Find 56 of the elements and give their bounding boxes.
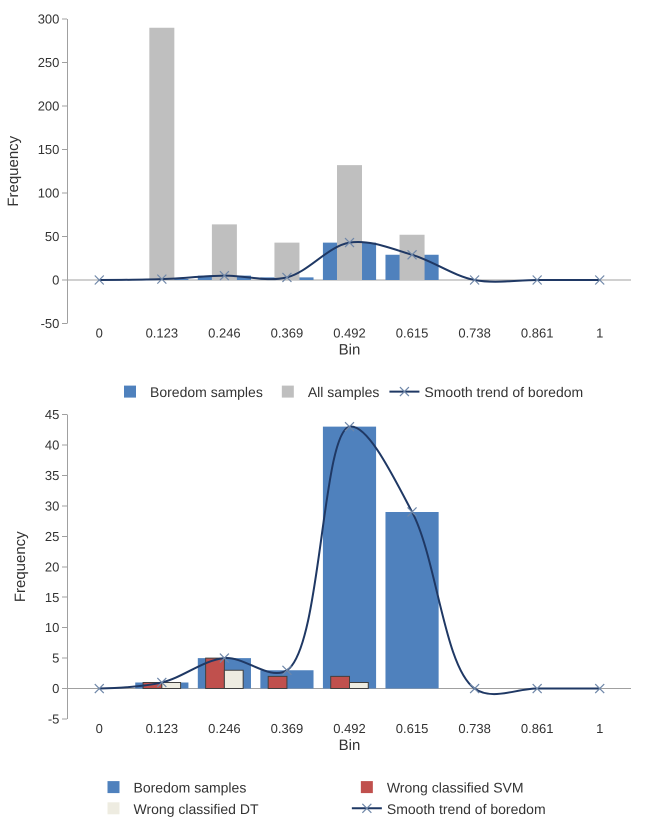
y-tick-label: 20 xyxy=(44,559,60,574)
x-tick-label: 0.615 xyxy=(396,721,428,736)
x-tick-label: 0 xyxy=(96,721,103,736)
legend-label: All samples xyxy=(308,384,380,400)
y-tick-label: 150 xyxy=(38,142,60,158)
x-tick-label: 0.738 xyxy=(458,721,491,736)
y-tick-label: 45 xyxy=(44,407,60,422)
y-tick-label: 30 xyxy=(44,498,60,514)
bar xyxy=(268,676,288,690)
legend-label: Boredom samples xyxy=(134,780,246,796)
x-tick-label: 0.246 xyxy=(208,721,241,736)
y-tick-label: 15 xyxy=(44,590,60,605)
legend-label: Wrong classified DT xyxy=(134,800,259,817)
x-tick-label: 0.861 xyxy=(520,326,554,340)
x-tick-label: 0.123 xyxy=(146,721,178,736)
x-tick-label: 0.369 xyxy=(270,326,304,340)
bar xyxy=(400,234,425,280)
x-tick-label: 0.738 xyxy=(458,326,491,340)
x-tick-label: 0.492 xyxy=(333,721,366,736)
y-tick-label: 300 xyxy=(38,12,60,27)
x-tick-label: 1 xyxy=(596,721,604,736)
y-tick-label: 50 xyxy=(44,229,60,244)
y-tick-label: 200 xyxy=(38,98,60,114)
y-tick-label: 0 xyxy=(52,681,60,696)
legend-label: Boredom samples xyxy=(150,384,263,400)
bar xyxy=(322,426,376,689)
x-tick-label: 0.369 xyxy=(270,721,304,736)
y-tick-label: 10 xyxy=(44,620,60,636)
y-tick-label: 0 xyxy=(52,272,60,288)
y-axis-title: Frequency xyxy=(4,135,22,207)
bar xyxy=(274,242,300,280)
x-tick-label: 0.123 xyxy=(146,326,178,340)
x-axis-title: Bin xyxy=(338,737,360,754)
bar xyxy=(336,165,362,280)
legend-label: Smooth trend of boredom xyxy=(386,800,546,817)
legend-label: Smooth trend of boredom xyxy=(424,384,584,400)
y-tick-label: -50 xyxy=(40,316,60,332)
x-tick-label: 0.246 xyxy=(208,326,241,340)
x-tick-label: 0.615 xyxy=(396,326,428,340)
x-tick-label: 0.492 xyxy=(333,326,366,340)
bar xyxy=(149,28,174,280)
y-tick-label: 100 xyxy=(38,186,60,201)
y-axis-title: Frequency xyxy=(12,530,30,602)
x-tick-label: 0.861 xyxy=(520,721,554,736)
y-tick-label: 40 xyxy=(44,438,60,452)
x-axis-title: Bin xyxy=(338,342,360,358)
legend-label: Wrong classified SVM xyxy=(386,780,524,796)
y-tick-label: -5 xyxy=(48,712,60,727)
y-tick-label: 35 xyxy=(44,468,60,483)
bar xyxy=(212,224,237,280)
x-tick-label: 1 xyxy=(596,326,604,340)
y-tick-label: 5 xyxy=(52,650,60,666)
y-tick-label: 25 xyxy=(44,528,60,544)
y-tick-label: 250 xyxy=(38,55,60,70)
bar xyxy=(385,512,439,689)
x-tick-label: 0 xyxy=(96,326,103,340)
